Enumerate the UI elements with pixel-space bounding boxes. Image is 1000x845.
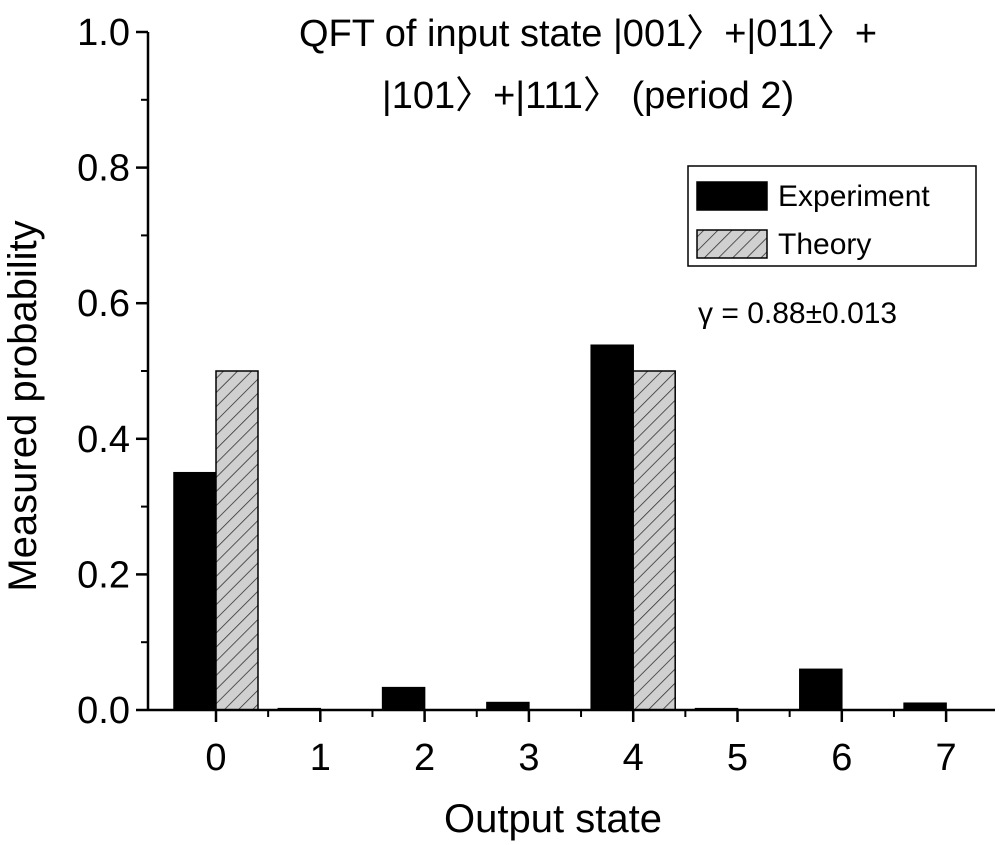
x-ticks-group: 0 1 2 3 4 5 6 7	[205, 710, 957, 779]
y-tick-label-0.8: 0.8	[77, 148, 130, 190]
bar-experiment-0	[173, 471, 217, 711]
fit-annotation: γ = 0.88±0.013	[698, 297, 897, 330]
bars-group	[173, 344, 947, 711]
y-tick-label-0.0: 0.0	[77, 690, 130, 732]
y-tick-label-1.0: 1.0	[77, 12, 130, 54]
bar-experiment-6	[799, 668, 843, 711]
x-tick-label-3: 3	[518, 737, 539, 779]
legend-label-experiment: Experiment	[778, 180, 930, 213]
bar-theory-4	[632, 370, 676, 711]
x-axis-label: Output state	[444, 797, 662, 841]
bar-theory-0	[215, 370, 259, 711]
bar-experiment-2	[381, 686, 426, 711]
legend: Experiment Theory	[687, 165, 977, 267]
y-tick-label-0.6: 0.6	[77, 283, 130, 325]
axes-group	[146, 32, 995, 712]
bar-experiment-4	[590, 344, 634, 711]
legend-swatch-experiment	[696, 181, 768, 211]
x-tick-label-6: 6	[831, 737, 852, 779]
legend-swatch-theory	[696, 229, 768, 259]
x-tick-label-0: 0	[205, 737, 226, 779]
y-ticks-group: 0.0 0.2 0.4 0.6 0.8 1.0	[77, 12, 148, 732]
x-tick-label-1: 1	[310, 737, 331, 779]
x-tick-label-5: 5	[727, 737, 748, 779]
legend-label-theory: Theory	[778, 228, 871, 261]
y-tick-label-0.2: 0.2	[77, 554, 130, 596]
y-axis-label: Measured probability	[1, 220, 45, 591]
x-tick-label-4: 4	[623, 737, 644, 779]
x-tick-label-7: 7	[936, 737, 957, 779]
x-tick-label-2: 2	[414, 737, 435, 779]
chart-title-line-1: QFT of input state |001〉+|011〉+	[299, 13, 877, 55]
y-tick-label-0.4: 0.4	[77, 419, 130, 461]
chart-title-line-2: |101〉+|111〉 (period 2)	[382, 75, 794, 117]
